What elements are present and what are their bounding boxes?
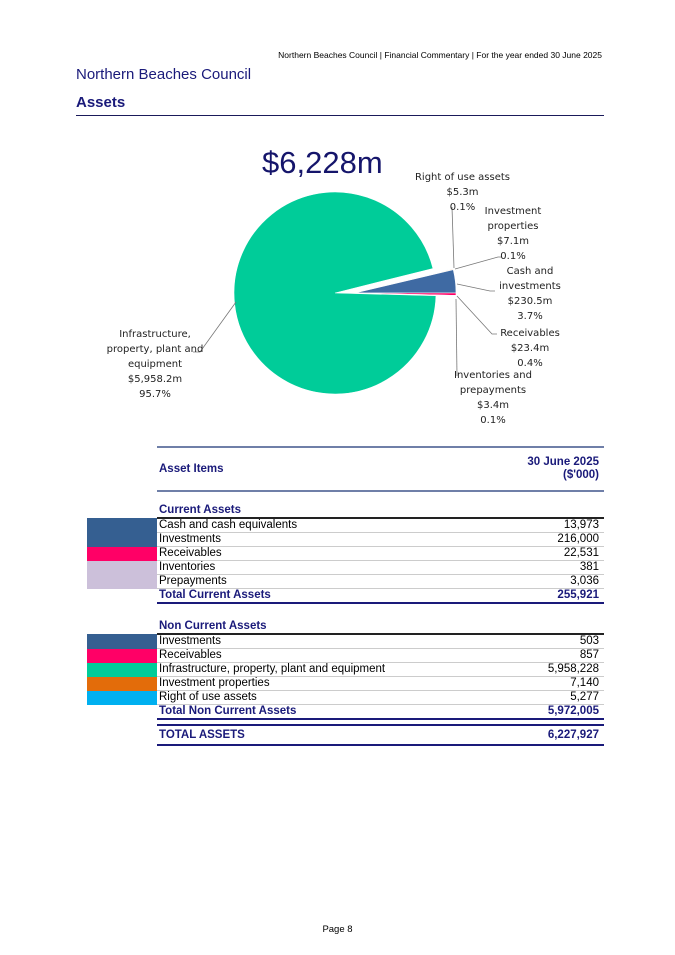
row-value: 503 [490,634,604,649]
slice-pct: 95.7% [139,389,171,400]
color-swatch [87,518,157,533]
row-label: Infrastructure, property, plant and equi… [157,662,491,677]
pie-chart [193,191,502,395]
row-label: Prepayments [157,574,491,589]
leader-line-invprop [454,256,502,270]
row-value: 5,958,228 [490,662,604,677]
leader-line-receivables [456,295,497,335]
organisation-name: Northern Beaches Council [76,66,252,83]
row-value: 22,531 [490,546,604,561]
table-row: Investment properties 7,140 [157,676,604,691]
current-assets-heading: Current Assets [157,491,604,519]
color-swatch [87,676,157,691]
color-swatch [87,574,157,589]
color-swatch [87,532,157,547]
leader-line-inventories [455,298,458,377]
row-label: Investments [157,634,491,649]
table-row: Receivables 22,531 [157,546,604,561]
row-value: 3,036 [490,574,604,589]
chart-title: $6,228m [262,145,383,180]
leader-lines [193,206,502,377]
pie-slice-inventories-and-prepayments [354,292,457,297]
noncurrent-assets-heading: Non Current Assets [157,603,604,635]
running-header: Northern Beaches Council | Financial Com… [278,50,602,60]
row-label: Investment properties [157,676,491,691]
row-label: Investments [157,532,491,547]
section-divider [76,115,604,116]
label-receivables: Receivables $23.4m 0.4% [500,328,560,369]
page-number: Page 8 [322,924,353,935]
label-inventories: Inventories and prepayments $3.4m 0.1% [454,370,532,426]
slice-value: $5,958.2m [127,374,183,385]
slice-name: Infrastructure, property, plant and equi… [106,329,204,370]
table-row: Receivables 857 [157,648,604,663]
label-right-of-use: Right of use assets $5.3m 0.1% [414,172,511,213]
row-label: Receivables [157,546,491,561]
row-value: 857 [490,648,604,663]
row-label: Inventories [157,560,491,575]
col-asset-items: Asset Items [157,446,491,492]
color-swatch [87,648,157,663]
row-value: 381 [490,560,604,575]
label-investment-properties: Investment properties $7.1m 0.1% [484,206,542,262]
table-row: Infrastructure, property, plant and equi… [157,662,604,677]
row-value: 7,140 [490,676,604,691]
row-label: Cash and cash equivalents [157,518,491,533]
leader-line-cash [456,283,495,292]
row-label: Receivables [157,648,491,663]
row-value: 5,277 [490,690,604,705]
label-ppe: Infrastructure, property, plant and equi… [100,327,210,402]
color-swatch [87,634,157,649]
total-current-row: Total Current Assets 255,921 [157,588,604,604]
col-value: 30 June 2025 ($'000) [490,446,604,492]
color-swatch [87,560,157,575]
color-swatch [87,546,157,561]
table-row: Right of use assets 5,277 [157,690,604,705]
total-noncurrent-row: Total Non Current Assets 5,972,005 [157,704,604,720]
table-header: Asset Items 30 June 2025 ($'000) [157,446,604,492]
row-label: Right of use assets [157,690,491,705]
color-swatch [87,690,157,705]
row-value: 13,973 [490,518,604,533]
table-row: Cash and cash equivalents 13,973 [157,518,604,533]
total-assets-row: TOTAL ASSETS 6,227,927 [157,724,604,746]
leader-line-rou [451,206,455,269]
leader-line-ppe [193,301,237,353]
table-row: Investments 503 [157,634,604,649]
label-cash-investments: Cash and investments $230.5m 3.7% [499,266,561,322]
row-value: 216,000 [490,532,604,547]
table-row: Investments 216,000 [157,532,604,547]
section-title: Assets [76,94,126,111]
color-swatch [87,662,157,677]
table-row: Prepayments 3,036 [157,574,604,589]
table-row: Inventories 381 [157,560,604,575]
assets-table: Asset Items 30 June 2025 ($'000) Current … [157,446,604,746]
